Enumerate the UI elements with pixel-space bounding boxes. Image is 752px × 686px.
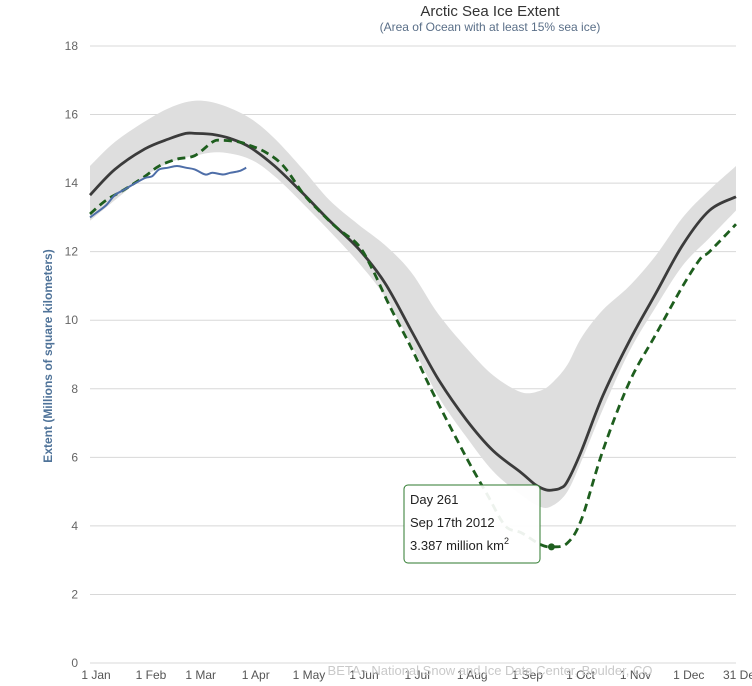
- y-tick-12: 12: [65, 245, 79, 259]
- tooltip-value-text: 3.387 million km: [410, 538, 504, 553]
- tooltip-date: Sep 17th 2012: [410, 515, 495, 530]
- x-tick-1-sep: 1 Sep: [512, 668, 544, 682]
- x-tick-1-feb: 1 Feb: [136, 668, 167, 682]
- x-tick-labels: 1 Jan 1 Feb 1 Mar 1 Apr 1 May 1 Jun 1 Jul 1 Aug…: [81, 668, 752, 682]
- y-tick-10: 10: [65, 313, 79, 327]
- tooltip: Day 261 Sep 17th 2012 3.387 million km2: [403, 484, 541, 564]
- credit-text: BETA - National Snow and Ice Data Center…: [328, 663, 653, 678]
- tooltip-value: 3.387 million km2: [410, 536, 509, 553]
- series-current: [89, 164, 247, 219]
- y-axis-label: Extent (Millions of square kilometers): [41, 249, 55, 462]
- highlight-point: [547, 543, 555, 551]
- x-tick-1-oct: 1 Oct: [566, 668, 595, 682]
- y-tick-14: 14: [65, 176, 79, 190]
- x-tick-1-nov: 1 Nov: [620, 668, 651, 682]
- y-tick-0: 0: [71, 656, 78, 670]
- chart-title: Arctic Sea Ice Extent: [420, 3, 560, 20]
- y-tick-6: 6: [71, 450, 78, 464]
- band-range: [90, 100, 736, 508]
- y-tick-4: 4: [71, 519, 78, 533]
- x-tick-1-mar: 1 Mar: [185, 668, 216, 682]
- x-tick-1-dec: 1 Dec: [673, 668, 704, 682]
- x-tick-1-may: 1 May: [293, 668, 326, 682]
- y-tick-18: 18: [65, 39, 79, 53]
- series-median: [88, 131, 737, 492]
- y-tick-8: 8: [71, 382, 78, 396]
- y-tick-16: 16: [65, 108, 79, 122]
- x-tick-1-aug: 1 Aug: [457, 668, 488, 682]
- series-2012: [89, 138, 738, 549]
- tooltip-box: [403, 484, 541, 564]
- x-tick-31-dec: 31 Dec: [723, 668, 752, 682]
- y-tick-2: 2: [71, 587, 78, 601]
- x-tick-1-jul: 1 Jul: [405, 668, 430, 682]
- tooltip-value-sup: 2: [504, 536, 509, 546]
- x-tick-1-jun: 1 Jun: [349, 668, 378, 682]
- y-tick-labels: 0 2 4 6 8 10 12 14 16 18: [65, 39, 79, 670]
- chart-subtitle: (Area of Ocean with at least 15% sea ice…: [380, 20, 601, 34]
- x-tick-1-apr: 1 Apr: [242, 668, 270, 682]
- tooltip-day: Day 261: [410, 492, 458, 507]
- plot-area: [88, 100, 738, 551]
- x-tick-1-jan: 1 Jan: [81, 668, 110, 682]
